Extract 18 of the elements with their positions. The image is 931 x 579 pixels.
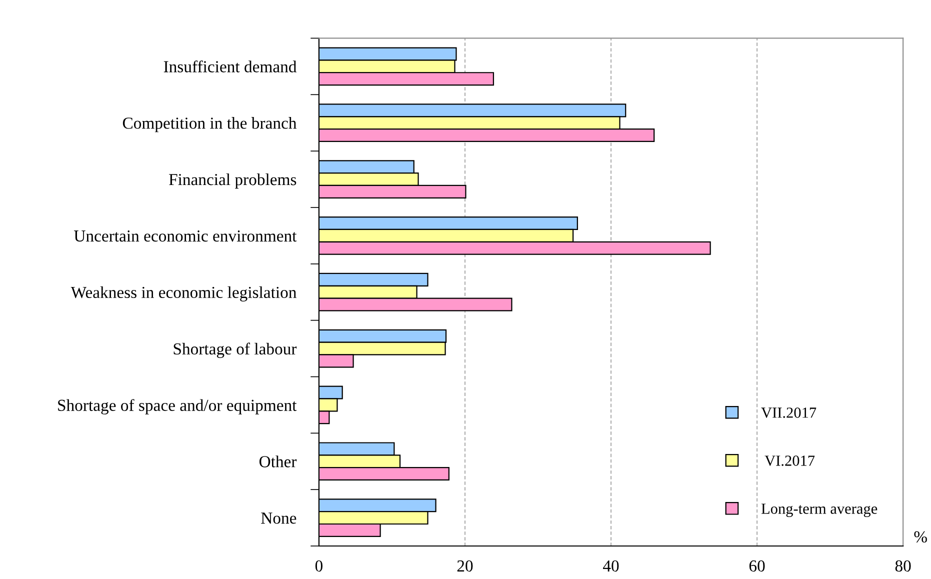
x-tick-label: 80 xyxy=(895,560,911,572)
x-axis-title: % xyxy=(914,531,927,543)
y-tick-label: None xyxy=(261,512,296,524)
x-tick-label: 60 xyxy=(749,560,765,572)
x-tick-label: 20 xyxy=(457,560,473,572)
y-tick-label: Insufficient demand xyxy=(164,60,297,72)
y-tick-label: Competition in the branch xyxy=(122,117,297,132)
y-tick-label: Uncertain economic environment xyxy=(74,230,297,242)
x-tick-label: 40 xyxy=(603,560,619,572)
y-tick-label: Other xyxy=(259,456,297,468)
x-tick-label: 0 xyxy=(315,560,322,572)
y-tick-label: Shortage of space and/or equipment xyxy=(58,399,297,414)
legend-label: Long-term average xyxy=(761,504,878,518)
y-tick-label: Financial problems xyxy=(169,173,296,189)
y-tick-label: Shortage of labour xyxy=(174,342,297,358)
legend-label: VII.2017 xyxy=(761,408,816,418)
legend-label: VI.2017 xyxy=(764,456,815,466)
y-tick-label: Weakness in economic legislation xyxy=(70,286,296,302)
